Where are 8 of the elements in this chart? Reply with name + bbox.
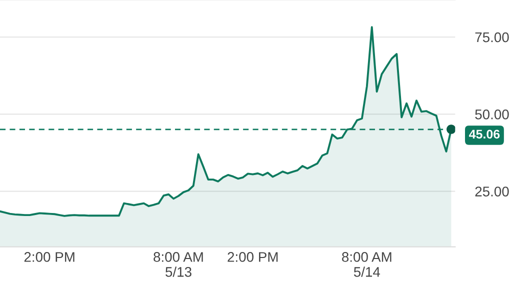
y-tick-label: 50.00 xyxy=(475,109,509,120)
x-tick-label: 2:00 PM xyxy=(24,252,74,262)
y-tick-label: 25.00 xyxy=(475,186,509,196)
x-tick-label: 8:00 AM 5/13 xyxy=(154,252,203,277)
y-tick-label: 75.00 xyxy=(475,32,509,42)
x-tick-label: 8:00 AM 5/14 xyxy=(342,252,392,277)
ref-line-label: 45.06 xyxy=(469,130,500,139)
x-tick-label: 2:00 PM xyxy=(228,252,278,262)
